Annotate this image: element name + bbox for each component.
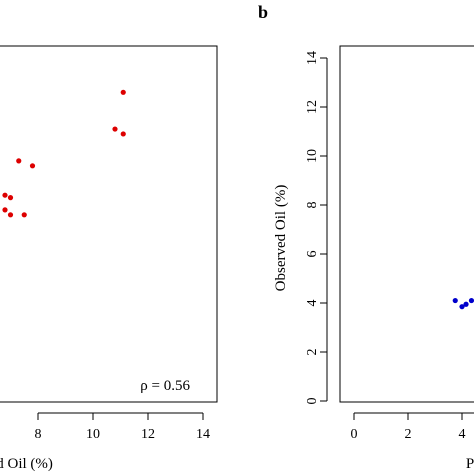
- panel-b-data-point: [452, 297, 458, 304]
- panel-a-data-point: [2, 192, 8, 198]
- panel-b-y-tick-label: 12: [305, 100, 320, 114]
- panel-b-y-tick-label: 6: [305, 251, 320, 258]
- panel-a-x-tick-label: 12: [141, 427, 155, 442]
- panel-b-data-point: [459, 304, 465, 310]
- panel-b-y-tick-label: 2: [305, 349, 320, 356]
- panel-b-y-tick-label: 4: [305, 300, 320, 307]
- panel-a-x-tick-label: 10: [86, 427, 100, 442]
- panel-a-data-point: [112, 126, 118, 132]
- panel-b-x-tick-label: 4: [459, 427, 466, 442]
- panel-a-data-point: [120, 89, 126, 95]
- panel-b-data-point: [468, 297, 474, 304]
- panel-a-correlation-label: ρ = 0.56: [140, 378, 190, 394]
- panel-a-data-point: [7, 212, 14, 218]
- panel-b-x-tick-label: 0: [351, 427, 358, 442]
- panel-a-plot-frame: [0, 45, 218, 403]
- panel-b-y-tick-label: 14: [305, 51, 320, 65]
- panel-a-data-point: [7, 195, 14, 201]
- panel-a-data-point: [2, 207, 8, 213]
- panel-a-x-tick-label: 8: [35, 427, 42, 442]
- panel-b-x-tick-label: 2: [405, 427, 412, 442]
- panel-a-x-axis-title: Predicted Oil (%): [0, 456, 53, 472]
- panel-a-data-point: [16, 158, 22, 164]
- panel-b-x-axis-title: P: [466, 456, 474, 472]
- panel-b-y-tick-label: 8: [305, 202, 320, 209]
- panel-b: b 0 2 4 6 8 10 12 14 0 2 4 Observed Oil (%) P: [258, 2, 474, 472]
- panel-a: 8 10 12 14 ρ = 0.56 Predicted Oil (%): [0, 45, 218, 472]
- panel-a-x-tick-label: 14: [196, 427, 210, 442]
- panel-b-data-point: [463, 301, 469, 307]
- panel-b-y-axis-title: Observed Oil (%): [273, 185, 289, 292]
- panel-b-letter: b: [258, 2, 268, 22]
- panel-b-y-tick-label: 10: [305, 149, 320, 163]
- panel-a-data-point: [120, 131, 126, 137]
- panel-b-plot-frame: [339, 45, 474, 403]
- panel-b-y-tick-label: 0: [305, 398, 320, 405]
- panel-a-data-point: [21, 212, 27, 218]
- panel-a-data-point: [29, 163, 36, 169]
